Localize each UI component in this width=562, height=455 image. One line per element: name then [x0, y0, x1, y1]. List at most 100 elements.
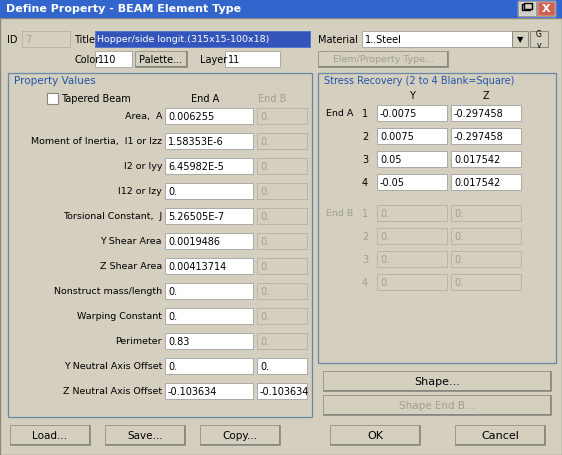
Text: 0.: 0. — [260, 136, 269, 147]
Bar — [165, 308, 253, 324]
Text: Nonstruct mass/length: Nonstruct mass/length — [54, 287, 162, 296]
Text: 3: 3 — [362, 155, 368, 165]
Bar — [512, 32, 528, 48]
Text: Z: Z — [483, 91, 490, 101]
Text: 6.45982E-5: 6.45982E-5 — [168, 162, 224, 172]
Bar — [135, 52, 187, 68]
Text: End A: End A — [191, 94, 219, 104]
Bar — [451, 206, 521, 222]
Bar — [451, 129, 521, 145]
Bar — [8, 74, 312, 417]
Bar — [257, 134, 307, 150]
Text: ID: ID — [7, 35, 17, 45]
Bar — [518, 2, 536, 17]
Text: 0.: 0. — [260, 311, 269, 321]
Bar — [0, 0, 562, 19]
Bar — [10, 425, 90, 445]
Text: 4: 4 — [362, 177, 368, 187]
Bar — [455, 425, 545, 445]
Bar — [377, 252, 447, 268]
Text: Define Property - BEAM Element Type: Define Property - BEAM Element Type — [6, 5, 241, 15]
Bar — [323, 395, 551, 415]
Text: OK: OK — [367, 430, 383, 440]
Bar — [330, 425, 420, 445]
Text: 0.: 0. — [380, 278, 389, 288]
Bar — [225, 52, 280, 68]
Text: 0.017542: 0.017542 — [454, 155, 500, 165]
Bar — [537, 2, 555, 17]
Text: 1.58353E-6: 1.58353E-6 — [168, 136, 224, 147]
Bar — [10, 425, 89, 444]
Text: 0.00413714: 0.00413714 — [168, 262, 226, 271]
Text: 110: 110 — [98, 55, 116, 65]
Text: Stress Recovery (2 to 4 Blank=Square): Stress Recovery (2 to 4 Blank=Square) — [324, 76, 514, 86]
Bar — [105, 425, 185, 445]
Bar — [451, 175, 521, 191]
Bar — [135, 52, 187, 68]
Bar — [377, 175, 447, 191]
Bar — [331, 426, 419, 444]
Text: I2 or Iyy: I2 or Iyy — [124, 162, 162, 171]
Bar — [377, 152, 447, 167]
Bar — [323, 395, 551, 415]
Text: 1..Steel: 1..Steel — [365, 35, 402, 45]
Text: 5.26505E-7: 5.26505E-7 — [168, 212, 224, 222]
Text: Copy...: Copy... — [223, 430, 257, 440]
Bar — [257, 358, 307, 374]
Bar — [257, 333, 307, 349]
Bar — [257, 308, 307, 324]
Bar — [451, 252, 521, 268]
Text: Load...: Load... — [33, 430, 67, 440]
Text: -0.103634: -0.103634 — [168, 386, 217, 396]
Text: -0.297458: -0.297458 — [454, 131, 504, 142]
Bar — [105, 425, 184, 444]
Bar — [106, 426, 184, 444]
Bar — [530, 32, 548, 48]
Text: 0.83: 0.83 — [168, 336, 189, 346]
Bar — [95, 52, 132, 68]
Bar — [165, 283, 253, 299]
Bar — [11, 426, 89, 444]
Bar — [377, 228, 447, 244]
Bar — [537, 2, 555, 17]
Bar — [324, 396, 550, 414]
Bar — [377, 129, 447, 145]
Text: 0.: 0. — [260, 361, 269, 371]
Bar — [165, 383, 253, 399]
Text: 0.: 0. — [454, 208, 463, 218]
Text: Color: Color — [74, 55, 99, 65]
Text: 0.: 0. — [260, 336, 269, 346]
Bar — [10, 425, 90, 445]
Text: 0.: 0. — [454, 232, 463, 242]
Text: Perimeter: Perimeter — [115, 337, 162, 346]
Text: End B: End B — [258, 94, 286, 104]
Bar — [377, 206, 447, 222]
Bar — [324, 372, 550, 390]
Bar — [257, 283, 307, 299]
Text: 0.: 0. — [168, 187, 177, 197]
Text: Title: Title — [74, 35, 95, 45]
Text: 0.: 0. — [380, 208, 389, 218]
Bar — [318, 74, 556, 363]
Text: 0.: 0. — [454, 254, 463, 264]
Text: Area,  A: Area, A — [125, 112, 162, 121]
Text: Tapered Beam: Tapered Beam — [61, 94, 131, 104]
Bar — [200, 425, 280, 445]
Bar — [323, 371, 551, 391]
Text: 0.: 0. — [260, 212, 269, 222]
Text: End A: End A — [325, 109, 353, 118]
Text: 0.: 0. — [260, 237, 269, 247]
Text: 2: 2 — [362, 131, 368, 142]
Text: 0.: 0. — [454, 278, 463, 288]
Bar — [451, 152, 521, 167]
Bar — [257, 383, 307, 399]
Text: 0.: 0. — [260, 187, 269, 197]
Text: 0.: 0. — [260, 162, 269, 172]
Text: Warping Constant: Warping Constant — [77, 312, 162, 321]
Text: G
v: G v — [536, 30, 542, 50]
Bar — [257, 159, 307, 175]
Bar — [323, 371, 550, 390]
Text: 0.017542: 0.017542 — [454, 177, 500, 187]
Bar — [135, 52, 186, 67]
Bar — [95, 32, 310, 48]
